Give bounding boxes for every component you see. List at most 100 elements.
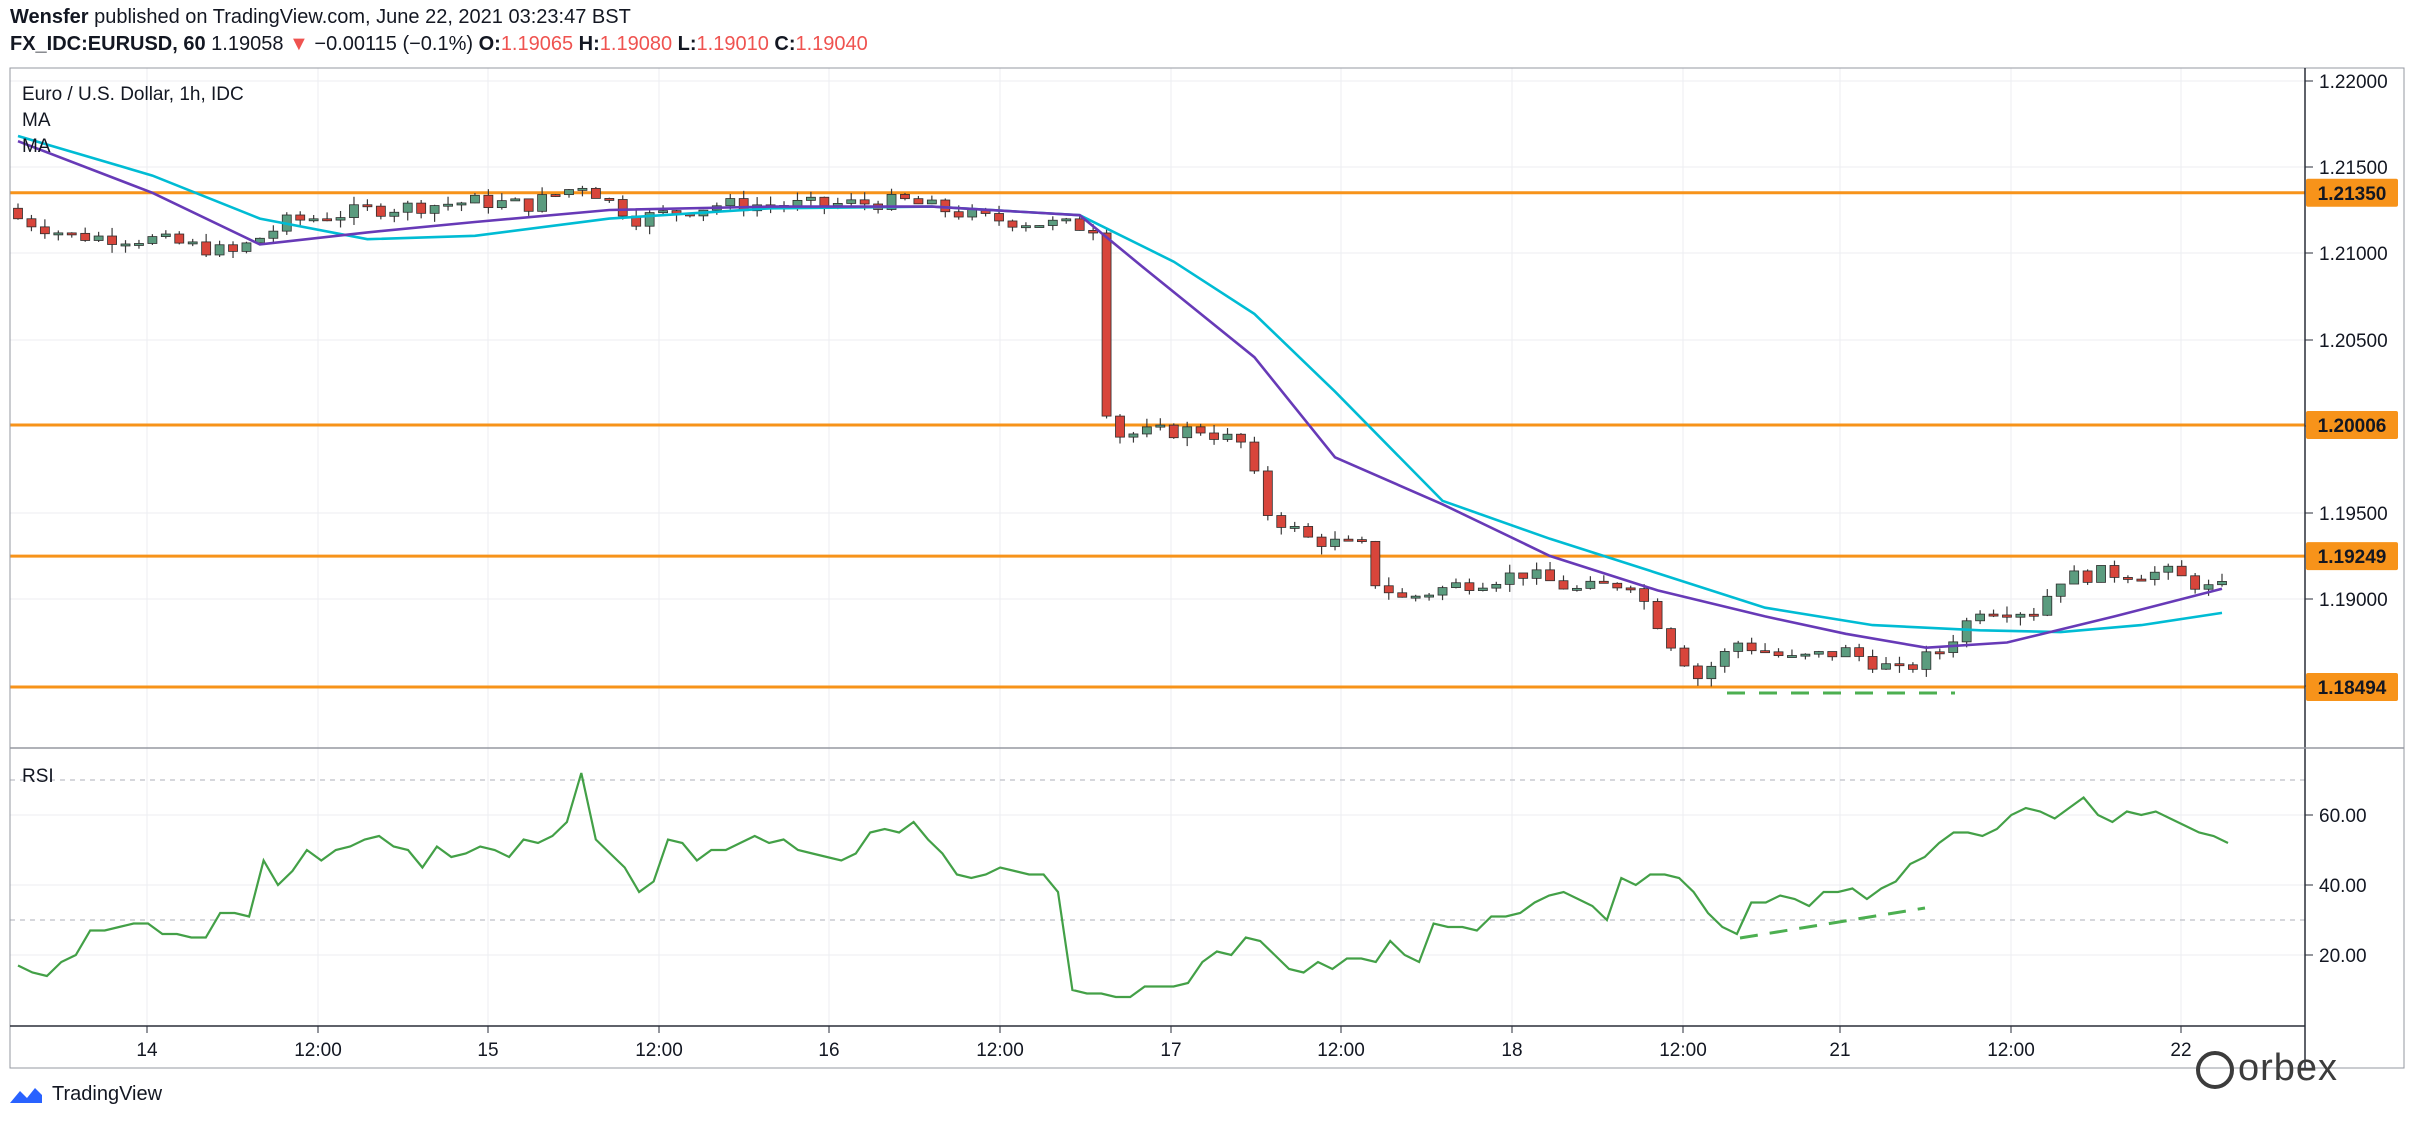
candle-up	[402, 202, 413, 213]
legend: Euro / U.S. Dollar, 1h, IDC MA MA RSI	[22, 84, 244, 787]
chart-frame	[9, 67, 2405, 1069]
candle-down	[1625, 587, 1636, 591]
candle-up	[1477, 587, 1488, 591]
candle-down	[604, 198, 615, 201]
tradingview-brand[interactable]: TradingView	[8, 1083, 162, 1106]
candle-down	[1115, 415, 1125, 438]
candle-up	[644, 212, 655, 227]
candle-up	[1531, 569, 1542, 579]
candle-up	[187, 241, 198, 245]
candle-down	[66, 232, 77, 236]
candle-up	[1975, 613, 1985, 622]
time-tick-label: 12:00	[1987, 1040, 2035, 1061]
down-arrow-icon: ▼	[289, 33, 309, 55]
candle-up	[2055, 583, 2066, 597]
high-label: H:	[578, 33, 600, 55]
price-tick-label: 1.21000	[2319, 244, 2388, 265]
candle-down	[1639, 588, 1650, 602]
legend-rsi[interactable]: RSI	[22, 766, 54, 787]
high-value: 1.19080	[599, 33, 673, 55]
candle-down	[1370, 540, 1381, 587]
time-tick-label: 14	[136, 1040, 158, 1061]
candle-down	[1209, 432, 1219, 440]
candle-down	[1464, 582, 1475, 591]
ma-fast-line	[17, 139, 2223, 650]
candle-down	[2190, 575, 2201, 590]
quote-line: FX_IDC:EURUSD, 60 1.19058 ▼ −0.00115 (−0…	[10, 33, 868, 56]
time-axis[interactable]: 14 12:00 15 12:00 16 12:00 17 12:00 18 12:00 21 12:…	[136, 1026, 2192, 1061]
candle-down	[1518, 572, 1529, 579]
time-tick-label: 17	[1160, 1040, 1181, 1061]
candle-down	[1612, 582, 1623, 589]
trend-annotations[interactable]	[1727, 691, 1955, 940]
rsi-divergence-annotation	[1739, 906, 1926, 940]
candle-down	[2109, 565, 2120, 578]
candle-up	[134, 243, 144, 246]
candle-down	[295, 214, 306, 221]
candle-down	[80, 232, 91, 241]
candle-up	[1733, 642, 1744, 652]
candle-down	[1262, 470, 1273, 516]
candle-down	[228, 244, 238, 252]
candle-up	[564, 189, 574, 196]
candle-down	[994, 213, 1004, 222]
candlesticks[interactable]	[13, 185, 2227, 687]
low-value: 1.19010	[696, 33, 769, 55]
rsi-axis[interactable]: 60.00 40.00 20.00	[2305, 806, 2367, 967]
time-tick-label: 12:00	[1317, 1040, 1365, 1061]
horizontal-levels[interactable]	[10, 191, 2305, 689]
time-tick-label: 12:00	[1659, 1040, 1707, 1061]
candle-up	[1504, 572, 1515, 585]
candle-down	[1679, 647, 1690, 667]
candle-down	[1598, 580, 1609, 584]
legend-ma-fast[interactable]: MA	[22, 110, 51, 131]
candle-down	[1558, 580, 1569, 590]
rsi-tick-label: 20.00	[2319, 946, 2367, 967]
candle-down	[107, 235, 117, 245]
candle-down	[1316, 536, 1327, 547]
candle-down	[1988, 613, 1999, 617]
candle-up	[1813, 651, 1824, 655]
price-tick-label: 1.19500	[2319, 504, 2388, 525]
candle-up	[1572, 587, 1582, 591]
level-badge	[2306, 542, 2398, 571]
candle-up	[349, 204, 359, 218]
outer-border	[9, 67, 2405, 1069]
candle-down	[1007, 220, 1018, 228]
candle-up	[2015, 613, 2026, 618]
price-axis[interactable]: 1.220001.215001.210001.205001.200001.195…	[2305, 72, 2388, 698]
brand-label: TradingView	[52, 1083, 163, 1105]
level-badge-label: 1.21350	[2318, 184, 2387, 205]
candle-down	[375, 205, 386, 217]
candle-down	[1383, 585, 1394, 594]
candle-up	[1585, 580, 1596, 589]
candle-down	[1101, 232, 1112, 417]
candle-down	[1692, 665, 1703, 680]
level-badge-label: 1.19249	[2318, 547, 2387, 568]
time-tick-label: 21	[1829, 1040, 1850, 1061]
candle-up	[967, 209, 978, 218]
orbex-logo-icon	[2196, 1050, 2234, 1089]
candle-down	[1827, 651, 1838, 658]
candle-down	[1343, 538, 1354, 542]
candle-up	[1128, 433, 1139, 438]
candle-up	[2217, 581, 2227, 586]
candle-up	[1410, 595, 1421, 599]
author-name: Wensfer	[10, 6, 89, 28]
candle-down	[1303, 526, 1314, 538]
candle-up	[537, 194, 548, 212]
price-tick-label: 1.21500	[2319, 158, 2388, 179]
candle-down	[1908, 664, 1918, 670]
candle-up	[1451, 582, 1461, 589]
candle-down	[2123, 577, 2133, 580]
candle-up	[147, 236, 158, 244]
last-price: 1.19058	[211, 33, 284, 55]
candle-up	[335, 217, 346, 221]
candle-down	[2002, 614, 2012, 618]
candle-up	[496, 200, 507, 209]
legend-ma-slow[interactable]: MA	[22, 136, 51, 157]
candle-up	[53, 232, 64, 236]
moving-averages	[17, 134, 2223, 650]
candle-up	[926, 199, 937, 205]
